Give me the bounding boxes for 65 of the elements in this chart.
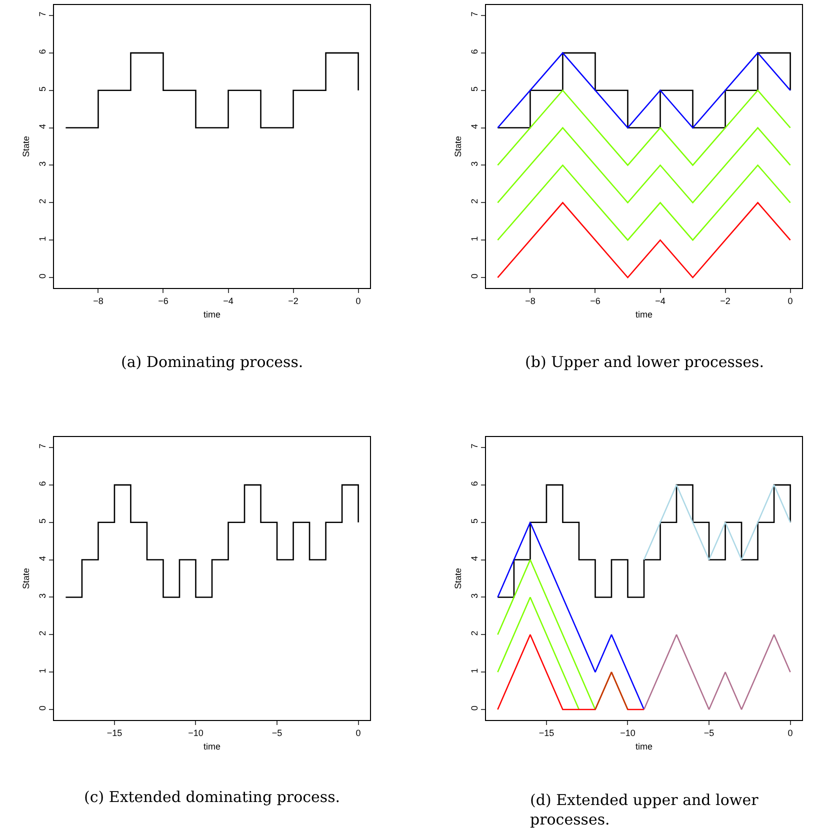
y-tick-label: 3 [37, 593, 48, 598]
y-tick-label: 1 [469, 668, 480, 674]
x-tick-label: 0 [788, 296, 793, 306]
y-tick-label: 2 [37, 198, 48, 204]
y-tick-label: 7 [37, 12, 48, 17]
y-axis-title: State [20, 568, 31, 590]
x-tick-label: 0 [788, 728, 793, 738]
x-tick-label: −5 [704, 728, 714, 738]
x-tick-label: −15 [106, 728, 122, 738]
x-tick-label: −8 [93, 296, 104, 306]
y-tick-label: 0 [469, 706, 480, 711]
x-tick-label: −5 [272, 728, 282, 738]
y-tick-label: 2 [37, 630, 48, 636]
x-tick-label: −6 [158, 296, 168, 306]
y-tick-label: 6 [469, 49, 480, 54]
x-axis-title: time [635, 310, 653, 320]
x-tick-label: −2 [288, 296, 298, 306]
x-tick-label: −10 [188, 728, 204, 738]
y-tick-label: 4 [37, 124, 48, 129]
x-tick-label: −6 [590, 296, 600, 306]
y-tick-label: 7 [469, 12, 480, 17]
y-tick-label: 7 [37, 444, 48, 449]
text: (a) Dominating process. [121, 353, 304, 371]
y-tick-label: 5 [469, 518, 480, 524]
y-tick-label: 3 [469, 161, 480, 166]
y-tick-label: 5 [37, 518, 48, 524]
y-axis-title: State [20, 136, 31, 158]
x-tick-label: 0 [356, 296, 361, 306]
x-tick-label: −4 [655, 296, 666, 306]
y-tick-label: 5 [37, 86, 48, 92]
text: (b) Upper and lower processes. [525, 353, 764, 371]
y-tick-label: 6 [37, 49, 48, 54]
y-tick-label: 4 [37, 556, 48, 561]
x-tick-label: 0 [356, 728, 361, 738]
y-tick-label: 1 [37, 236, 48, 242]
y-tick-label: 4 [469, 556, 480, 561]
x-tick-label: −15 [538, 728, 554, 738]
x-tick-label: −10 [620, 728, 636, 738]
y-axis-title: State [452, 568, 463, 590]
y-tick-label: 0 [37, 706, 48, 711]
x-axis-title: time [203, 742, 221, 752]
x-tick-label: −8 [525, 296, 536, 306]
y-tick-label: 1 [37, 668, 48, 674]
y-tick-label: 1 [469, 236, 480, 242]
y-tick-label: 2 [469, 198, 480, 204]
y-tick-label: 3 [37, 161, 48, 166]
text: (d) Extended upper and lower processes. [530, 791, 760, 828]
y-tick-label: 5 [469, 86, 480, 92]
y-tick-label: 6 [469, 481, 480, 486]
y-tick-label: 3 [469, 593, 480, 598]
x-tick-label: −2 [720, 296, 730, 306]
text: (c) Extended dominating process. [84, 788, 340, 806]
x-axis-title: time [203, 310, 221, 320]
y-axis-title: State [452, 136, 463, 158]
line-series [497, 596, 580, 710]
y-tick-label: 0 [469, 274, 480, 279]
x-tick-label: −4 [223, 296, 234, 306]
x-axis-title: time [635, 742, 653, 752]
line-series [497, 559, 596, 710]
y-tick-label: 2 [469, 630, 480, 636]
line-series [497, 522, 645, 710]
y-tick-label: 7 [469, 444, 480, 449]
y-tick-label: 0 [37, 274, 48, 279]
y-tick-label: 4 [469, 124, 480, 129]
y-tick-label: 6 [37, 481, 48, 486]
